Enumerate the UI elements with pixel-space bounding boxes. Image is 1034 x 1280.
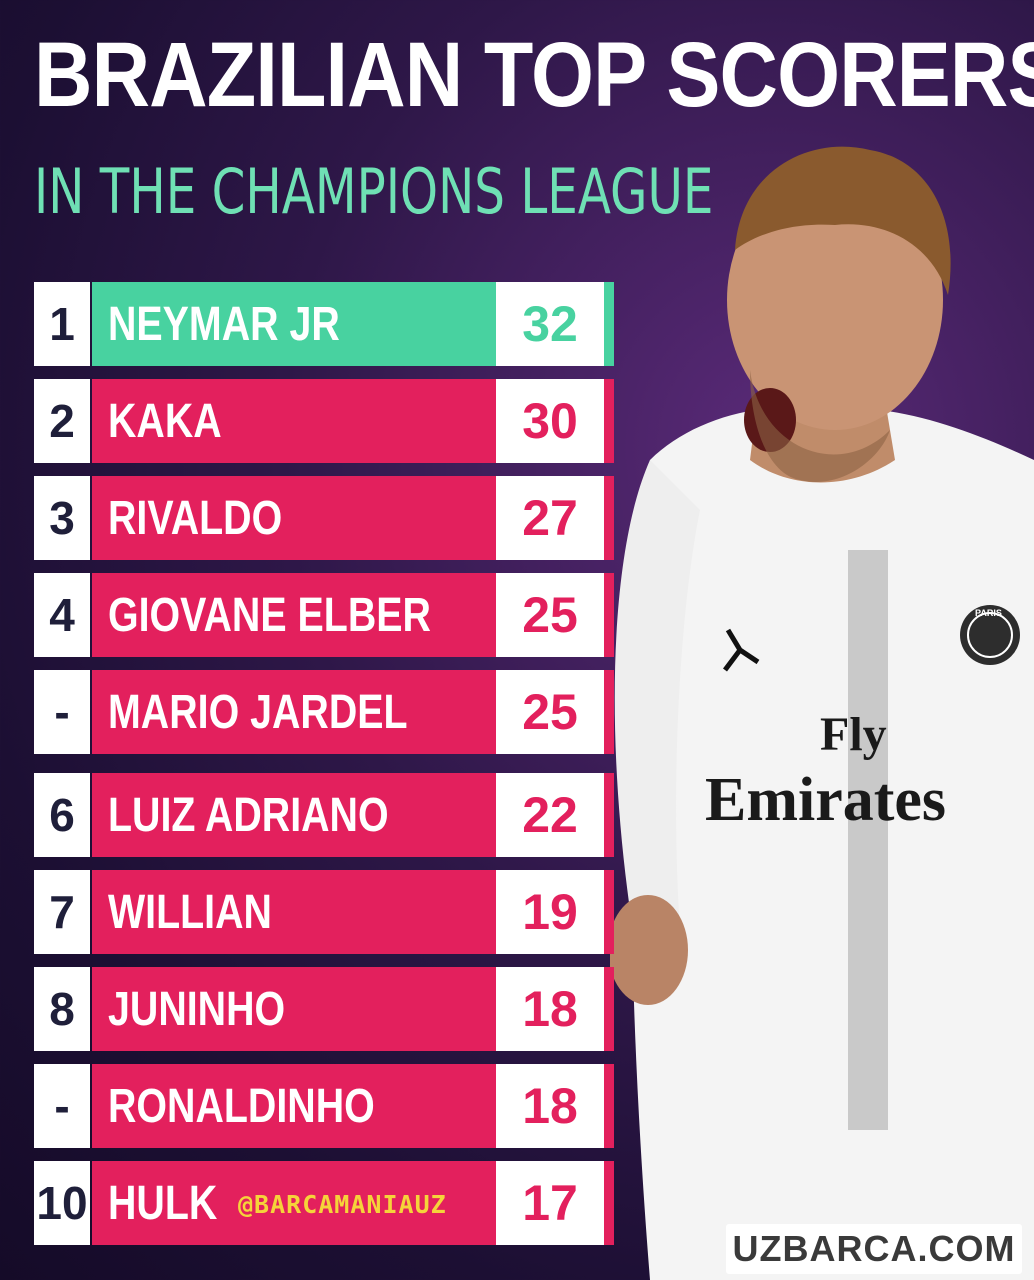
row-edge xyxy=(604,870,614,954)
scorer-name: HULK xyxy=(108,1176,218,1230)
scorer-rank: 8 xyxy=(34,967,90,1051)
scorer-row: 3 RIVALDO 27 xyxy=(34,476,614,560)
scorer-row: 1 NEYMAR JR 32 xyxy=(34,282,614,366)
scorer-row: - MARIO JARDEL 25 xyxy=(34,670,614,754)
row-edge xyxy=(604,573,614,657)
scorer-row: 4 GIOVANE ELBER 25 xyxy=(34,573,614,657)
row-edge xyxy=(604,773,614,857)
scorer-name-cell: LUIZ ADRIANO xyxy=(92,773,496,857)
scorer-rank: 6 xyxy=(34,773,90,857)
scorer-rank: - xyxy=(34,1064,90,1148)
scorer-rank: 3 xyxy=(34,476,90,560)
scorer-row: 10 HULK 17 xyxy=(34,1161,614,1245)
scorer-name-cell: JUNINHO xyxy=(92,967,496,1051)
watermark-text: UZBARCA.COM xyxy=(732,1228,1016,1269)
scorer-name: NEYMAR JR xyxy=(108,297,340,351)
scorer-name: WILLIAN xyxy=(108,885,272,939)
social-handle: @BARCAMANIAUZ xyxy=(238,1190,447,1219)
scorer-name-cell: KAKA xyxy=(92,379,496,463)
scorer-name-cell: NEYMAR JR xyxy=(92,282,496,366)
page-title: BRAZILIAN TOP SCORERS xyxy=(34,24,1034,126)
row-edge xyxy=(604,670,614,754)
scorer-rank: 7 xyxy=(34,870,90,954)
shirt-sponsor-line2: Emirates xyxy=(705,766,946,834)
row-edge xyxy=(604,1064,614,1148)
scorer-goals: 18 xyxy=(496,1064,604,1148)
scorer-goals: 22 xyxy=(496,773,604,857)
scorer-name-cell: WILLIAN xyxy=(92,870,496,954)
scorer-goals: 30 xyxy=(496,379,604,463)
shirt-sponsor-line1: Fly xyxy=(820,708,887,761)
player-photo: Fly Emirates PARIS xyxy=(610,130,1034,1280)
scorer-name: LUIZ ADRIANO xyxy=(108,788,389,842)
scorer-name: JUNINHO xyxy=(108,982,286,1036)
crest-text: PARIS xyxy=(975,608,1002,618)
scorer-name-cell: GIOVANE ELBER xyxy=(92,573,496,657)
scorer-rank: - xyxy=(34,670,90,754)
scorer-name-cell: MARIO JARDEL xyxy=(92,670,496,754)
scorer-name: GIOVANE ELBER xyxy=(108,588,431,642)
scorer-name-cell: RONALDINHO xyxy=(92,1064,496,1148)
page-subtitle: IN THE CHAMPIONS LEAGUE xyxy=(34,155,714,228)
scorer-rank: 10 xyxy=(34,1161,90,1245)
scorer-goals: 19 xyxy=(496,870,604,954)
scorer-name-cell: RIVALDO xyxy=(92,476,496,560)
scorer-goals: 27 xyxy=(496,476,604,560)
scorer-row: 6 LUIZ ADRIANO 22 xyxy=(34,773,614,857)
scorer-name: KAKA xyxy=(108,394,222,448)
row-edge xyxy=(604,379,614,463)
scorer-row: 2 KAKA 30 xyxy=(34,379,614,463)
row-edge xyxy=(604,967,614,1051)
site-watermark: UZBARCA.COM xyxy=(726,1224,1022,1274)
scorer-goals: 18 xyxy=(496,967,604,1051)
scorer-rank: 1 xyxy=(34,282,90,366)
scorer-rank: 2 xyxy=(34,379,90,463)
scorer-row: 8 JUNINHO 18 xyxy=(34,967,614,1051)
scorer-name: RIVALDO xyxy=(108,491,283,545)
scorer-name-cell: HULK xyxy=(92,1161,496,1245)
row-edge xyxy=(604,282,614,366)
scorer-goals: 32 xyxy=(496,282,604,366)
row-edge xyxy=(604,1161,614,1245)
scorer-goals: 25 xyxy=(496,670,604,754)
scorer-name: MARIO JARDEL xyxy=(108,685,408,739)
scorer-rank: 4 xyxy=(34,573,90,657)
scorer-row: 7 WILLIAN 19 xyxy=(34,870,614,954)
scorer-row: - RONALDINHO 18 xyxy=(34,1064,614,1148)
scorer-goals: 25 xyxy=(496,573,604,657)
scorer-goals: 17 xyxy=(496,1161,604,1245)
row-edge xyxy=(604,476,614,560)
scorer-name: RONALDINHO xyxy=(108,1079,375,1133)
